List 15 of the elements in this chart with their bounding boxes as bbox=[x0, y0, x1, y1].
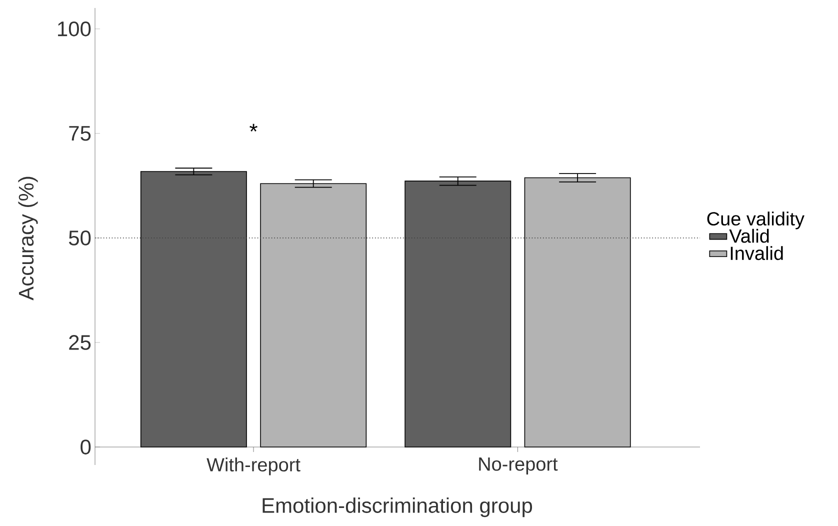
y-tick-label: 0 bbox=[80, 440, 91, 454]
y-tick-label: 75 bbox=[69, 126, 91, 141]
x-tick-label: With-report bbox=[206, 458, 300, 476]
legend-title: Cue validity bbox=[707, 212, 804, 230]
annotation: * bbox=[250, 124, 258, 132]
y-tick-label: 25 bbox=[69, 335, 91, 350]
y-axis-title: Accuracy (%) bbox=[18, 176, 38, 300]
bar bbox=[260, 183, 367, 448]
legend-label: Invalid bbox=[730, 246, 783, 260]
x-tick-label: No-report bbox=[479, 458, 558, 475]
bar bbox=[524, 177, 631, 448]
y-tick-label: 100 bbox=[58, 21, 91, 36]
y-tick-label: 50 bbox=[68, 230, 91, 246]
x-axis-title: Emotion-discrimination group bbox=[262, 498, 532, 518]
legend-label: Valid bbox=[729, 228, 769, 243]
